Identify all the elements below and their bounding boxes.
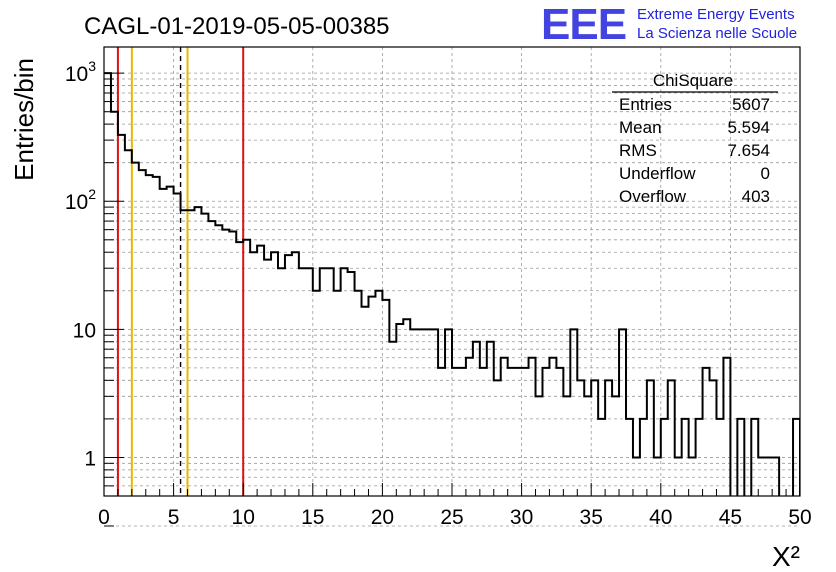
y-tick-label-exponent: 3: [88, 58, 96, 74]
x-tick-label: 50: [788, 506, 811, 529]
y-axis-label: Entries/bin: [9, 58, 39, 181]
stats-row-label: Mean: [619, 118, 662, 137]
stats-row-value: 7.654: [727, 141, 770, 160]
x-tick-label: 25: [440, 506, 463, 529]
x-tick-label: 15: [301, 506, 324, 529]
histogram-step-line: [104, 72, 800, 496]
plot-frame: [103, 46, 801, 497]
x-tick-label: 5: [168, 506, 180, 529]
logo-line-extreme-energy-events: Extreme Energy Events: [637, 6, 795, 23]
x-tick-label: 0: [98, 506, 110, 529]
stats-row-value: 5607: [732, 95, 770, 114]
x-tick-label: 35: [580, 506, 603, 529]
stats-row-value: 0: [761, 164, 770, 183]
x-tick-label: 45: [719, 506, 742, 529]
x-tick-label: 30: [510, 506, 533, 529]
eee-logo: EEE Extreme Energy Events La Scienza nel…: [541, 0, 797, 49]
histogram-series: [104, 72, 800, 496]
y-tick-label-base: 10: [65, 191, 88, 214]
stats-row-label: RMS: [619, 141, 657, 160]
stats-row-label: Entries: [619, 95, 672, 114]
stats-row-value: 403: [742, 187, 770, 206]
chart-title: CAGL-01-2019-05-05-00385: [84, 13, 390, 40]
stats-row-label: Overflow: [619, 187, 687, 206]
eee-logo-mark: EEE: [541, 0, 626, 49]
grid-lines: [104, 47, 800, 527]
y-tick-label-base: 10: [73, 319, 96, 342]
stats-row-value: 5.594: [727, 118, 770, 137]
x-tick-label: 20: [371, 506, 394, 529]
reference-lines: [116, 47, 245, 496]
x-tick-label: 40: [649, 506, 672, 529]
x-tick-label: 10: [232, 506, 255, 529]
axis-ticks: [103, 72, 801, 527]
y-tick-label-base: 1: [84, 447, 96, 470]
y-tick-label: 102: [65, 186, 96, 214]
stats-row-label: Underflow: [619, 164, 696, 183]
stats-box: ChiSquare Entries 5607 Mean 5.594 RMS 7.654 Un…: [612, 71, 778, 206]
stats-title: ChiSquare: [653, 71, 733, 90]
y-tick-label-base: 10: [65, 63, 88, 86]
y-tick-label: 10: [73, 319, 96, 342]
logo-line-la-scienza: La Scienza nelle Scuole: [637, 25, 797, 42]
y-tick-label-exponent: 2: [88, 186, 96, 202]
stats-rows: Entries 5607 Mean 5.594 RMS 7.654 Underflow 0 Ov…: [619, 95, 770, 206]
y-tick-label: 1: [84, 447, 96, 470]
y-tick-label: 103: [65, 58, 96, 86]
x-axis-label: X²: [772, 541, 800, 572]
